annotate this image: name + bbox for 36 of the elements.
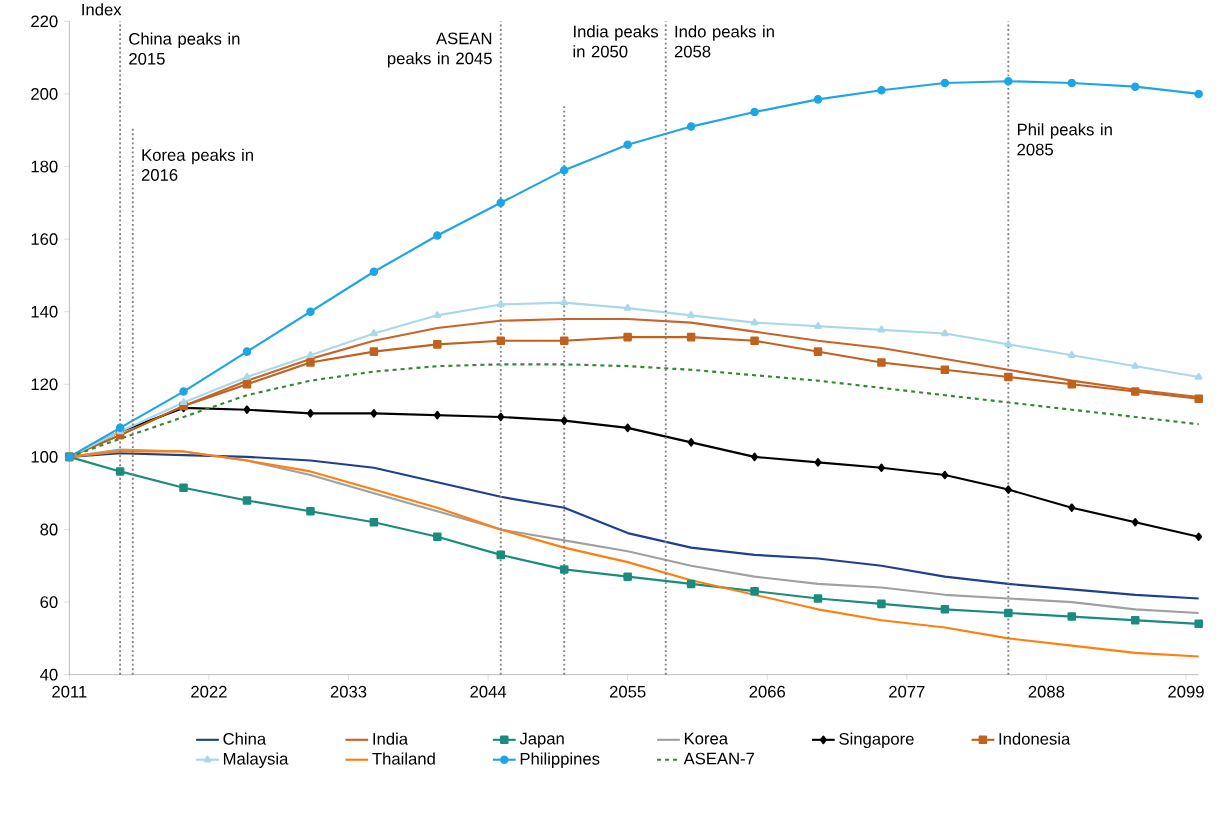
x-tick-label: 2022 xyxy=(191,685,227,698)
ref-line-label: Indo peaks in 2058 xyxy=(674,25,774,58)
y-tick-label: 80 xyxy=(40,523,58,536)
x-tick-label: 2077 xyxy=(889,685,925,698)
legend-label: Thailand xyxy=(372,752,435,765)
legend-label: Philippines xyxy=(520,752,600,768)
legend-label: Malaysia xyxy=(223,752,289,768)
x-tick-label: 2055 xyxy=(609,685,646,698)
ref-line-label: India peaks in 2050 xyxy=(573,25,659,58)
legend-label: Korea xyxy=(684,732,729,745)
y-tick-label: 40 xyxy=(40,668,58,681)
ref-line-label: Phil peaks in 2085 xyxy=(1017,123,1112,156)
x-tick-label: 2088 xyxy=(1028,685,1065,698)
legend-label: Singapore xyxy=(839,732,914,748)
y-tick-label: 100 xyxy=(31,450,58,463)
y-axis-title: Index xyxy=(82,3,122,16)
x-tick-label: 2033 xyxy=(330,685,367,698)
legend-label: India xyxy=(373,732,409,745)
y-tick-label: 120 xyxy=(31,378,58,391)
legend-label: ASEAN-7 xyxy=(683,752,755,765)
y-tick-label: 220 xyxy=(31,15,58,28)
y-tick-label: 140 xyxy=(31,305,58,318)
x-tick-label: 2099 xyxy=(1168,685,1204,698)
y-tick-label: 160 xyxy=(31,233,58,245)
legend-label: China xyxy=(223,732,267,745)
y-tick-label: 180 xyxy=(31,160,58,173)
x-tick-label: 2011 xyxy=(52,685,87,698)
y-tick-label: 60 xyxy=(40,596,58,608)
ref-line-label: China peaks in 2015 xyxy=(129,32,240,65)
legend-label: Japan xyxy=(519,732,564,748)
ref-line-label: ASEAN peaks in 2045 xyxy=(387,32,492,68)
legend-label: Indonesia xyxy=(999,732,1071,745)
x-tick-label: 2066 xyxy=(749,685,786,698)
x-tick-label: 2044 xyxy=(470,685,507,698)
ref-line-label: Korea peaks in 2016 xyxy=(141,148,253,181)
y-tick-label: 200 xyxy=(31,87,58,100)
